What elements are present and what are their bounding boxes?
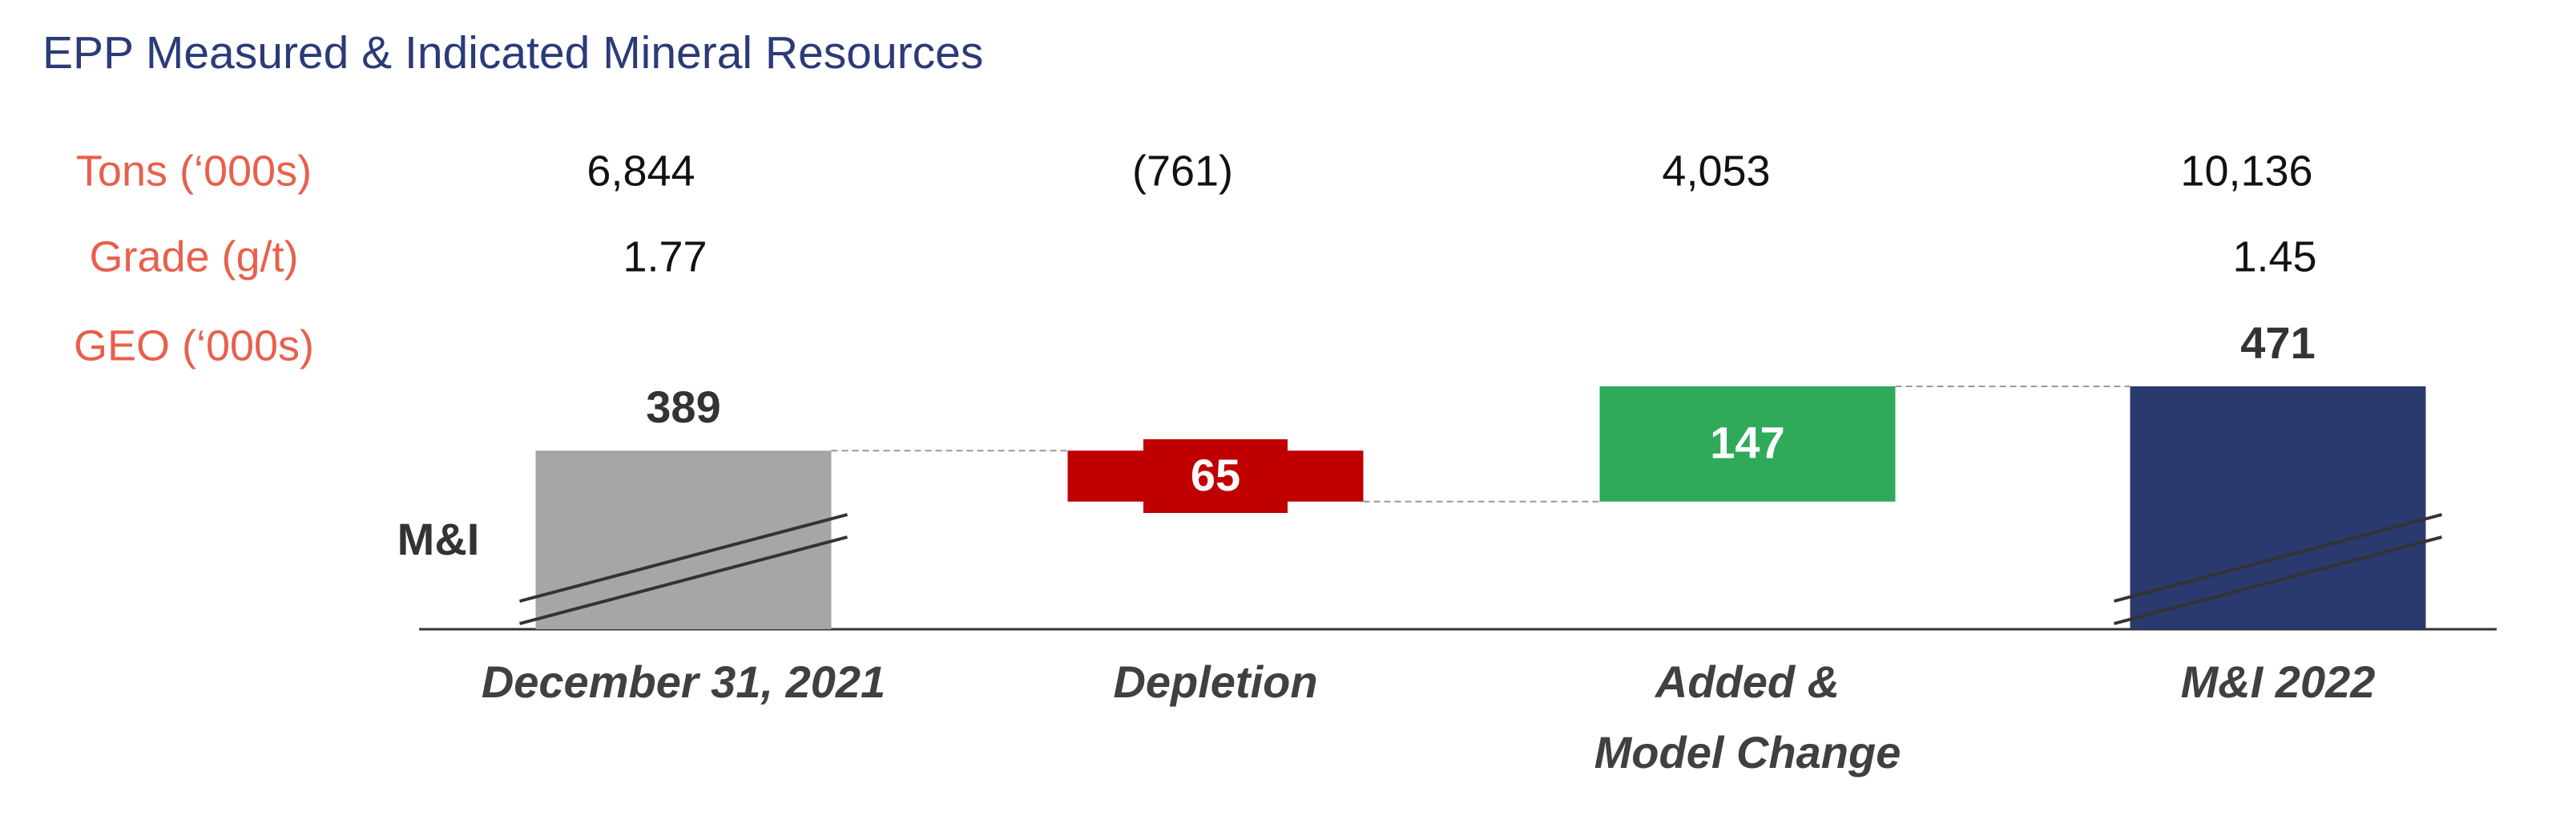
value-label: 65	[1191, 450, 1240, 500]
chart-title: EPP Measured & Indicated Mineral Resourc…	[42, 27, 983, 79]
axis-break	[518, 513, 849, 603]
table-cell: 6,844	[587, 147, 695, 195]
axis-label: M&I	[397, 514, 480, 564]
row-label: Grade (g/t)	[89, 232, 298, 281]
row-label: Tons (‘000s)	[76, 147, 312, 195]
x-tick-label: December 31, 2021	[482, 656, 885, 707]
axis-break	[2113, 513, 2443, 603]
table-cell: 4,053	[1662, 147, 1770, 195]
value-label: 389	[646, 382, 720, 432]
table-cell: 1.45	[2232, 232, 2316, 281]
label-box	[1143, 438, 1288, 513]
x-tick-label: Added & Model Change	[1594, 656, 1901, 778]
axis-break	[2113, 535, 2443, 625]
row-label: GEO (‘000s)	[74, 321, 314, 370]
table-cell: 10,136	[2180, 147, 2312, 195]
bar	[1599, 386, 1896, 502]
value-label: 471	[2240, 317, 2315, 368]
bar	[2130, 386, 2426, 629]
axis-break	[518, 535, 849, 625]
table-cell: 1.77	[623, 232, 707, 281]
table-cell: (761)	[1132, 147, 1233, 195]
x-tick-label: Depletion	[1113, 656, 1317, 707]
value-label: 147	[1710, 418, 1784, 468]
bar	[535, 450, 832, 629]
x-tick-label: M&I 2022	[2181, 656, 2376, 707]
